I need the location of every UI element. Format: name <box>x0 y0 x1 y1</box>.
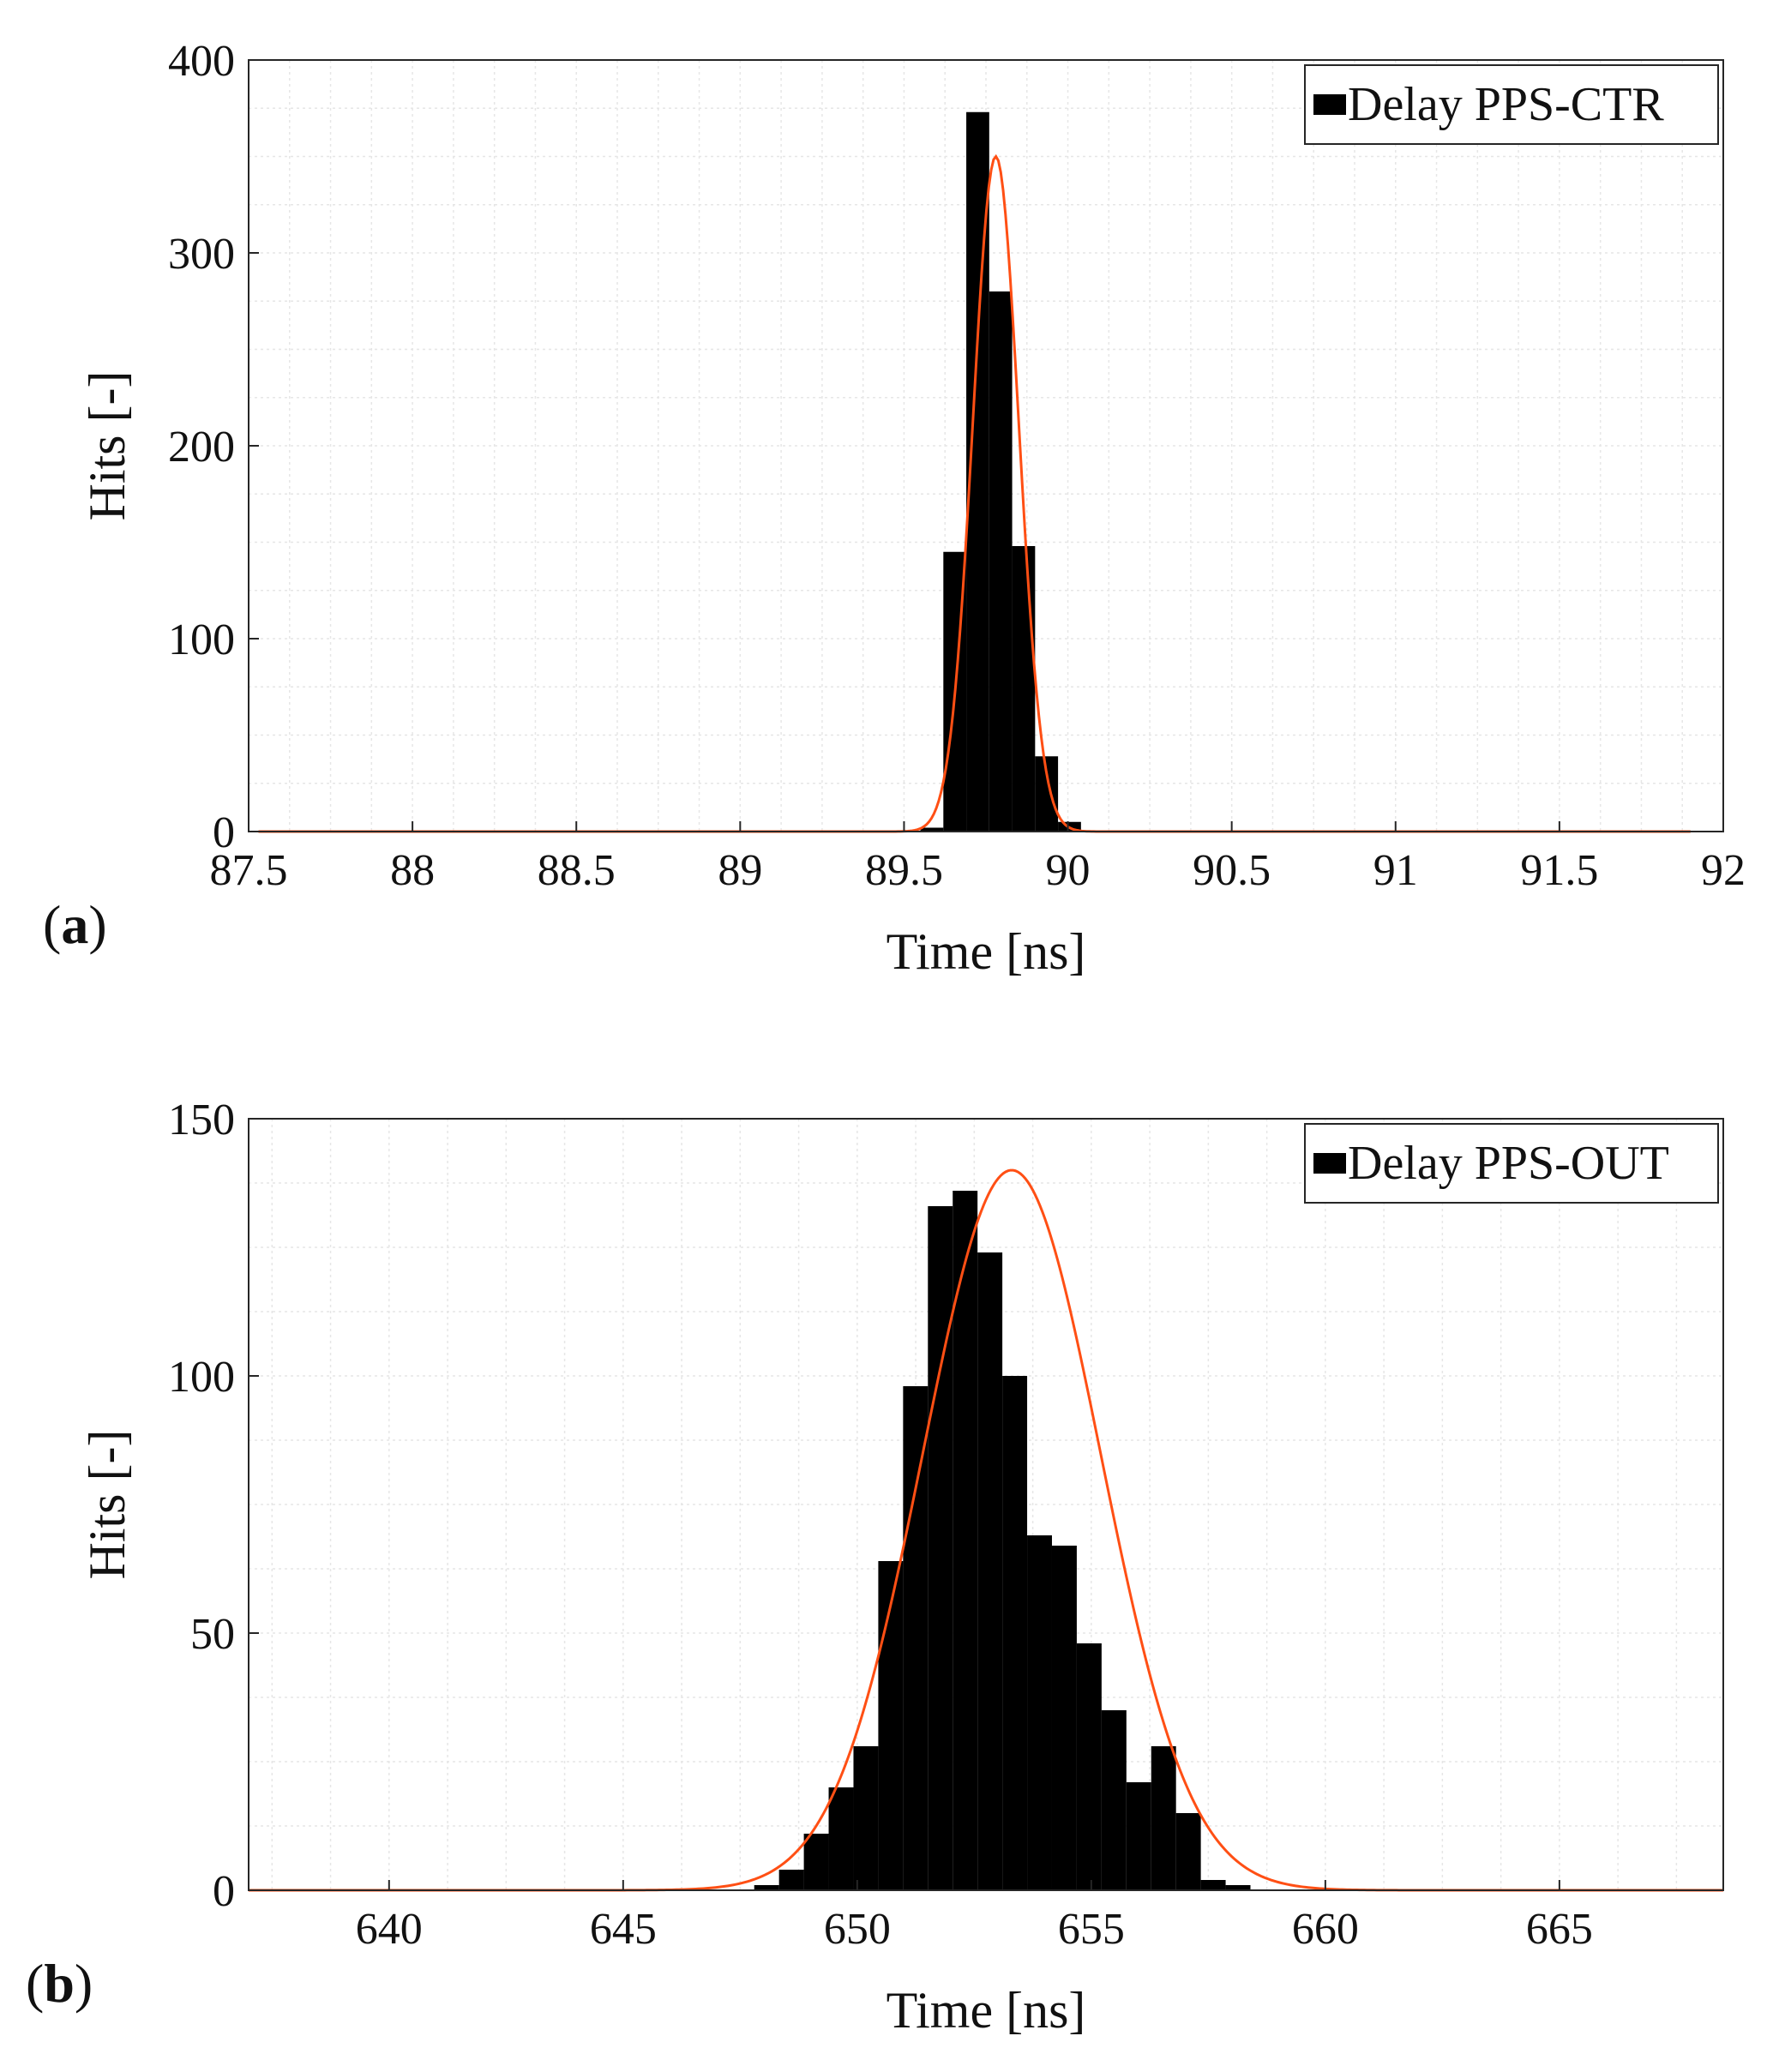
y-tick-label: 150 <box>168 1096 235 1144</box>
x-axis-label-b: Time [ns] <box>886 1982 1086 2039</box>
panel-letter-b: b <box>44 1953 75 2014</box>
y-ticks-b: 0 50 100 150 <box>168 1096 259 1916</box>
histogram-bar <box>1175 1813 1201 1890</box>
x-tick-label: 91 <box>1373 846 1418 895</box>
x-tick-label: 650 <box>824 1905 891 1954</box>
x-tick-label: 91.5 <box>1520 846 1598 895</box>
histogram-bar <box>878 1561 904 1890</box>
panel-a: 87.5 88 88.5 89 89.5 90 90.5 91 91.5 92 0 100 200 30… <box>43 37 1746 980</box>
histogram-bar <box>1200 1880 1226 1890</box>
histogram-bar <box>1002 1376 1028 1890</box>
legend-box-a <box>1304 64 1719 145</box>
y-tick-label: 100 <box>168 1353 235 1402</box>
x-tick-label: 87.5 <box>210 846 288 895</box>
histogram-bar <box>778 1870 804 1890</box>
x-tick-label: 90 <box>1046 846 1091 895</box>
panel-letter-a: a <box>61 894 88 955</box>
legend-label-a: Delay PPS-CTR <box>1348 78 1664 131</box>
y-ticks-a: 0 100 200 300 400 <box>168 37 259 857</box>
y-tick-label: 0 <box>213 808 235 857</box>
legend-swatch-b <box>1313 1153 1346 1174</box>
panel-label-b: (b) <box>26 1953 93 2014</box>
histogram-bar <box>1126 1782 1151 1890</box>
x-tick-label: 92 <box>1701 846 1746 895</box>
legend-box-b <box>1304 1123 1719 1204</box>
y-tick-label: 50 <box>190 1610 235 1659</box>
x-ticks-b: 640 645 650 655 660 665 <box>356 1880 1593 1954</box>
histogram-bars-a <box>920 111 1081 832</box>
histogram-bar <box>1076 1643 1102 1890</box>
panel-b: 640 645 650 655 660 665 0 50 100 150 Time [ns] H… <box>26 1096 1724 2039</box>
histogram-bar <box>903 1386 929 1890</box>
histogram-bar <box>1225 1885 1251 1890</box>
histogram-bar <box>953 1191 978 1890</box>
x-tick-label: 88 <box>390 846 435 895</box>
histogram-bar <box>1012 546 1036 832</box>
x-tick-label: 89.5 <box>865 846 943 895</box>
histogram-bar <box>1101 1710 1127 1890</box>
y-tick-label: 100 <box>168 616 235 664</box>
x-tick-label: 655 <box>1058 1905 1125 1954</box>
y-tick-label: 0 <box>213 1867 235 1916</box>
x-tick-label: 640 <box>356 1905 423 1954</box>
histogram-bar <box>1027 1535 1052 1890</box>
histogram-bar <box>920 827 944 832</box>
histogram-bar <box>828 1787 854 1890</box>
x-ticks-a: 87.5 88 88.5 89 89.5 90 90.5 91 91.5 92 <box>210 821 1746 895</box>
histogram-bar <box>803 1834 829 1890</box>
histogram-bar <box>1151 1746 1176 1890</box>
x-tick-label: 89 <box>718 846 762 895</box>
histogram-bars-b <box>754 1191 1251 1890</box>
x-tick-label: 88.5 <box>538 846 616 895</box>
histogram-bar <box>989 291 1013 832</box>
histogram-bar <box>928 1206 953 1890</box>
y-tick-label: 200 <box>168 423 235 471</box>
y-axis-label-b: Hits [-] <box>79 1430 135 1580</box>
y-tick-label: 300 <box>168 230 235 279</box>
x-tick-label: 660 <box>1292 1905 1359 1954</box>
panel-label-a: (a) <box>43 894 107 955</box>
legend-label-b: Delay PPS-OUT <box>1348 1137 1669 1190</box>
x-axis-label-a: Time [ns] <box>886 923 1086 980</box>
histogram-bar <box>754 1885 779 1890</box>
histogram-bar <box>977 1252 1003 1890</box>
axes-frame-b <box>248 1118 1724 1891</box>
legend-b: Delay PPS-OUT <box>1304 1123 1719 1204</box>
histogram-bar <box>853 1746 879 1890</box>
x-tick-label: 90.5 <box>1193 846 1271 895</box>
grid-lines-a <box>249 60 1723 832</box>
legend-swatch-a <box>1313 94 1346 115</box>
x-tick-label: 665 <box>1526 1905 1593 1954</box>
legend-a: Delay PPS-CTR <box>1304 64 1719 145</box>
y-tick-label: 400 <box>168 37 235 86</box>
histogram-bar <box>1051 1546 1077 1890</box>
y-axis-label-a: Hits [-] <box>79 371 135 521</box>
x-tick-label: 645 <box>590 1905 657 1954</box>
